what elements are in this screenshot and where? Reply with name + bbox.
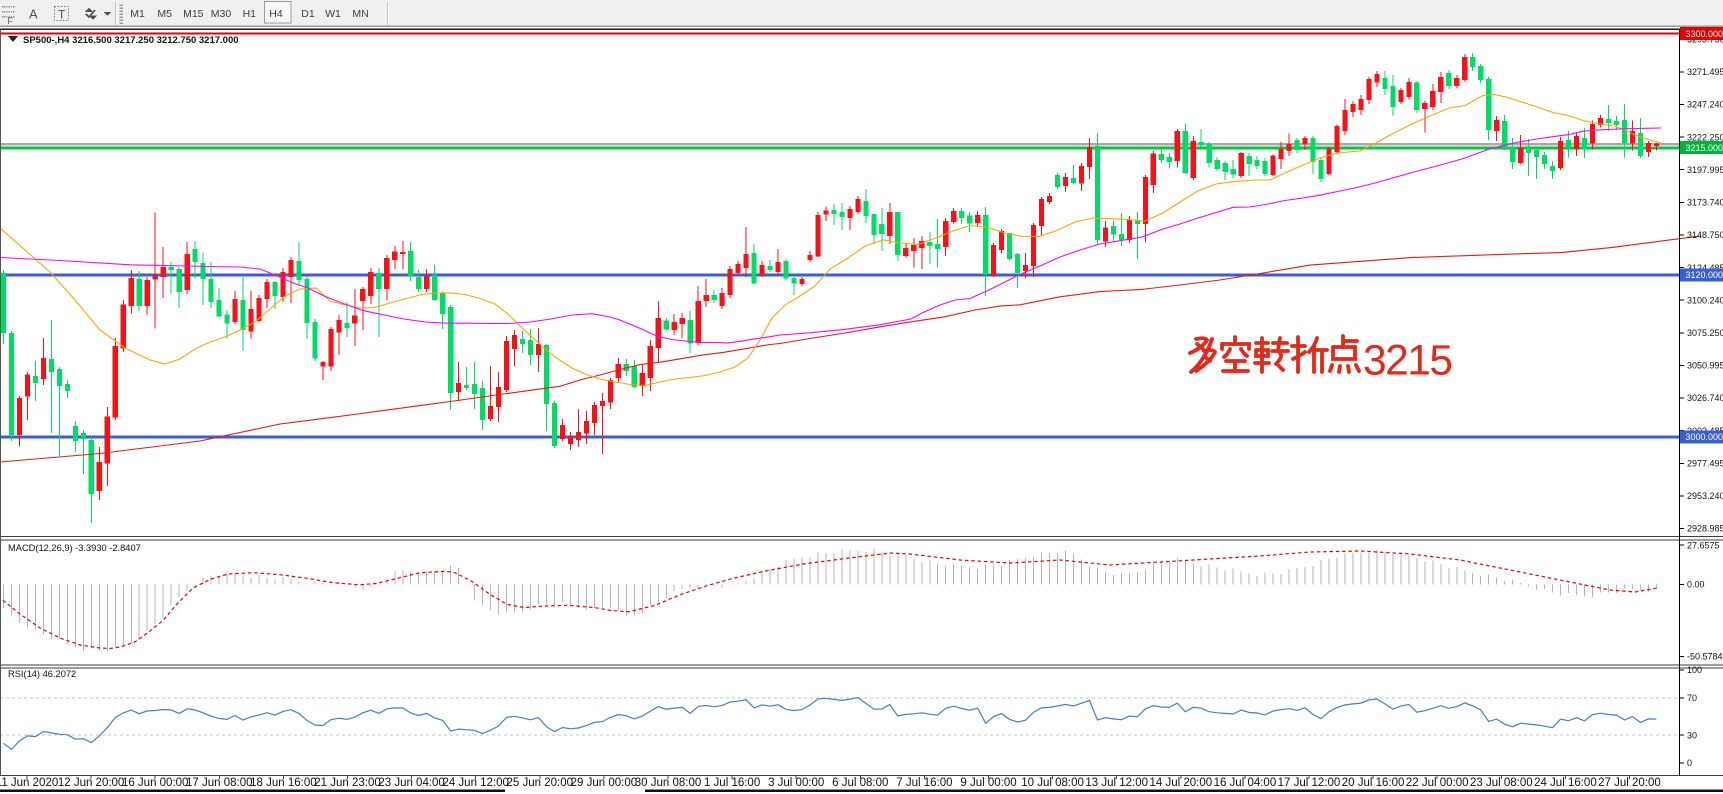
- svg-text:25 Jun 20:00: 25 Jun 20:00: [507, 777, 574, 789]
- svg-text:16 Jun 00:00: 16 Jun 00:00: [122, 777, 189, 789]
- svg-text:100: 100: [1687, 665, 1702, 675]
- svg-text:12 Jun 20:00: 12 Jun 20:00: [58, 777, 125, 789]
- svg-text:27.6575: 27.6575: [1687, 540, 1720, 550]
- svg-text:M15: M15: [183, 8, 204, 20]
- svg-text:23 Jul 08:00: 23 Jul 08:00: [1470, 777, 1533, 789]
- svg-text:16 Jul 04:00: 16 Jul 04:00: [1214, 777, 1277, 789]
- svg-text:SP500-,H4 3216.500 3217.250 3: SP500-,H4 3216.500 3217.250 3212.750 321…: [23, 35, 239, 46]
- svg-text:3215: 3215: [1363, 338, 1452, 385]
- svg-text:2953.240: 2953.240: [1687, 491, 1723, 501]
- svg-text:3247.240: 3247.240: [1687, 100, 1723, 110]
- svg-text:24 Jun 12:00: 24 Jun 12:00: [442, 777, 509, 789]
- svg-text:3300.000: 3300.000: [1686, 29, 1723, 39]
- svg-text:3075.250: 3075.250: [1687, 328, 1723, 338]
- svg-text:17 Jul 12:00: 17 Jul 12:00: [1278, 777, 1341, 789]
- svg-text:3100.240: 3100.240: [1687, 295, 1723, 305]
- svg-text:1 Jul 16:00: 1 Jul 16:00: [704, 777, 760, 789]
- svg-text:20 Jul 16:00: 20 Jul 16:00: [1342, 777, 1405, 789]
- svg-text:D1: D1: [301, 8, 315, 20]
- svg-text:27 Jul 20:00: 27 Jul 20:00: [1598, 777, 1661, 789]
- svg-text:3026.740: 3026.740: [1687, 393, 1723, 403]
- svg-text:3000.000: 3000.000: [1686, 432, 1723, 442]
- svg-text:6 Jul 08:00: 6 Jul 08:00: [832, 777, 888, 789]
- svg-text:T: T: [58, 8, 66, 22]
- svg-text:W1: W1: [325, 8, 341, 20]
- svg-text:A: A: [29, 7, 38, 22]
- svg-text:0: 0: [1687, 758, 1692, 768]
- svg-text:23 Jun 04:00: 23 Jun 04:00: [378, 777, 445, 789]
- svg-text:29 Jun 00:00: 29 Jun 00:00: [571, 777, 638, 789]
- svg-text:30 Jun 08:00: 30 Jun 08:00: [635, 777, 702, 789]
- svg-text:MN: MN: [352, 8, 368, 20]
- svg-text:MACD(12,26,9) -3.3930 -2.8407: MACD(12,26,9) -3.3930 -2.8407: [8, 543, 141, 553]
- svg-text:RSI(14) 46.2072: RSI(14) 46.2072: [8, 669, 76, 679]
- svg-text:3222.250: 3222.250: [1687, 132, 1723, 142]
- svg-text:18 Jun 16:00: 18 Jun 16:00: [250, 777, 317, 789]
- svg-text:70: 70: [1687, 693, 1697, 703]
- svg-text:2928.985: 2928.985: [1687, 524, 1723, 534]
- svg-text:3215.000: 3215.000: [1686, 143, 1723, 153]
- svg-text:3050.995: 3050.995: [1687, 361, 1723, 371]
- svg-text:M1: M1: [130, 8, 145, 20]
- svg-text:3148.750: 3148.750: [1687, 230, 1723, 240]
- svg-text:22 Jul 00:00: 22 Jul 00:00: [1406, 777, 1469, 789]
- svg-text:F: F: [8, 16, 14, 26]
- svg-text:30: 30: [1687, 730, 1697, 740]
- svg-text:14 Jul 20:00: 14 Jul 20:00: [1149, 777, 1212, 789]
- svg-text:3173.740: 3173.740: [1687, 198, 1723, 208]
- svg-text:M30: M30: [211, 8, 232, 20]
- svg-text:9 Jul 00:00: 9 Jul 00:00: [960, 777, 1016, 789]
- svg-text:3 Jul 00:00: 3 Jul 00:00: [768, 777, 824, 789]
- svg-text:3120.000: 3120.000: [1686, 270, 1723, 280]
- svg-text:13 Jul 12:00: 13 Jul 12:00: [1085, 777, 1148, 789]
- svg-text:0.00: 0.00: [1687, 580, 1705, 590]
- svg-text:M5: M5: [157, 8, 172, 20]
- svg-text:7 Jul 16:00: 7 Jul 16:00: [896, 777, 952, 789]
- svg-text:H4: H4: [269, 8, 283, 20]
- svg-text:11 Jun 2020: 11 Jun 2020: [0, 777, 58, 789]
- svg-text:H1: H1: [243, 8, 257, 20]
- svg-text:10 Jul 08:00: 10 Jul 08:00: [1021, 777, 1084, 789]
- svg-text:3124.485: 3124.485: [1687, 263, 1723, 273]
- svg-text:2977.495: 2977.495: [1687, 459, 1723, 469]
- svg-text:3271.495: 3271.495: [1687, 67, 1723, 77]
- svg-text:-50.5784: -50.5784: [1687, 652, 1723, 662]
- svg-text:3197.995: 3197.995: [1687, 165, 1723, 175]
- svg-text:17 Jun 08:00: 17 Jun 08:00: [186, 777, 253, 789]
- svg-text:24 Jul 16:00: 24 Jul 16:00: [1534, 777, 1597, 789]
- svg-text:21 Jun 23:00: 21 Jun 23:00: [314, 777, 381, 789]
